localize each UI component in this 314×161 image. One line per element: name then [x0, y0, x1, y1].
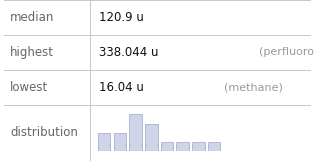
Text: 338.044 u: 338.044 u	[100, 46, 159, 59]
Text: (perfluorohexane): (perfluorohexane)	[259, 47, 314, 57]
Bar	[161, 142, 173, 151]
Text: highest: highest	[10, 46, 54, 59]
Text: 120.9 u: 120.9 u	[100, 11, 144, 24]
Bar	[114, 133, 126, 151]
Bar	[192, 142, 205, 151]
Text: median: median	[10, 11, 55, 24]
Bar	[98, 133, 111, 151]
Bar	[145, 123, 158, 151]
Bar	[208, 142, 220, 151]
Text: 16.04 u: 16.04 u	[100, 81, 144, 94]
Bar	[129, 114, 142, 151]
Text: distribution: distribution	[10, 127, 78, 139]
Text: lowest: lowest	[10, 81, 49, 94]
Bar	[176, 142, 189, 151]
Text: (methane): (methane)	[224, 82, 283, 93]
